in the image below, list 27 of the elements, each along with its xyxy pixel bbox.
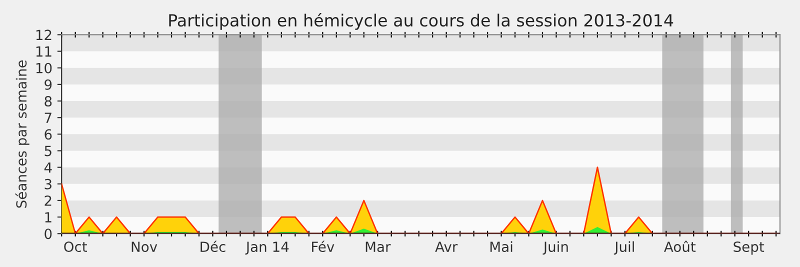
x-tick-label: Mar bbox=[366, 242, 391, 252]
x-tick-label: Sept bbox=[734, 242, 764, 255]
y-tick-label: 4 bbox=[44, 162, 52, 173]
y-tick-label: 7 bbox=[44, 112, 52, 123]
x-tick-label: Jan 14 bbox=[245, 242, 289, 255]
x-tick-label: Avr bbox=[435, 242, 458, 252]
chart-title: Participation en hémicycle au cours de la session 2013-2014 bbox=[169, 13, 674, 30]
y-tick-label: 9 bbox=[44, 79, 52, 90]
x-tick-label: Déc bbox=[200, 240, 226, 252]
x-tick-label: Juin bbox=[542, 241, 568, 255]
x-tick-label: Fév bbox=[312, 240, 334, 252]
x-tick-label: Oct bbox=[64, 242, 88, 252]
y-tick-label: 6 bbox=[44, 129, 52, 140]
x-tick-label: Mai bbox=[490, 241, 512, 252]
y-tick-label: 2 bbox=[44, 195, 52, 206]
x-tick-label: Août bbox=[664, 240, 696, 252]
x-tick-label: Nov bbox=[132, 242, 158, 252]
y-axis-title: Séances par semaine bbox=[15, 60, 30, 208]
y-tick-label: 0 bbox=[44, 228, 52, 240]
y-tick-label: 3 bbox=[44, 178, 52, 190]
y-tick-label: 8 bbox=[44, 96, 52, 106]
y-tick-label: 1 bbox=[45, 212, 52, 222]
y-tick-label: 12 bbox=[36, 30, 52, 40]
y-tick-label: 10 bbox=[36, 62, 52, 74]
y-tick-label: 5 bbox=[44, 146, 52, 156]
y-tick-label: 11 bbox=[36, 46, 52, 57]
x-tick-label: Juil bbox=[614, 241, 634, 255]
